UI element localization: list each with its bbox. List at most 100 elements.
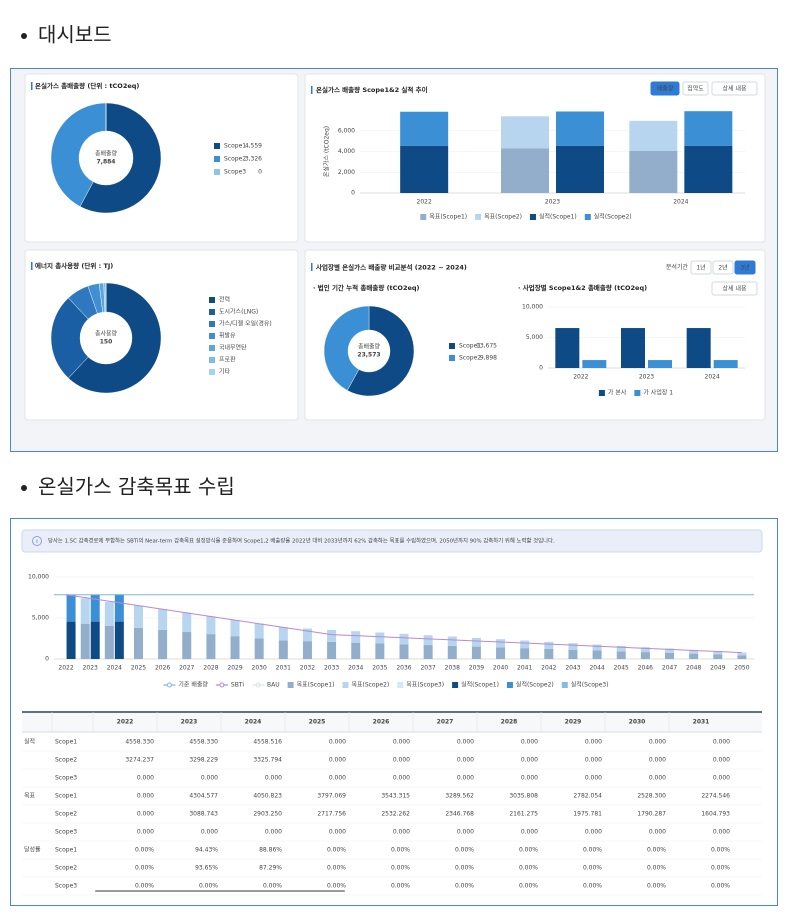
bar bbox=[423, 645, 433, 659]
legend-swatch bbox=[452, 682, 459, 688]
x-tick-label: 2023 bbox=[639, 374, 654, 381]
x-tick-label: 2040 bbox=[493, 665, 508, 672]
bar bbox=[556, 111, 604, 146]
x-tick-label: 2047 bbox=[662, 665, 677, 672]
legend-label: Scope1 bbox=[459, 343, 481, 350]
button-label[interactable]: 상세 내용 bbox=[723, 284, 747, 292]
bar bbox=[544, 648, 554, 659]
bar bbox=[582, 360, 607, 368]
legend-swatch bbox=[529, 214, 536, 220]
row-group: 실적 bbox=[24, 738, 35, 746]
bar bbox=[629, 150, 678, 193]
y-tick-label: 5,000 bbox=[526, 334, 543, 341]
legend-label: 기준 배출량 bbox=[178, 681, 208, 689]
row-scope: Scope3 bbox=[55, 883, 77, 890]
x-tick-label: 2039 bbox=[469, 665, 484, 672]
bar bbox=[629, 120, 678, 151]
bar bbox=[104, 625, 114, 659]
legend-swatch bbox=[397, 682, 404, 688]
bar bbox=[400, 111, 449, 146]
cell: 0.000 bbox=[457, 739, 474, 746]
x-tick-label: 2042 bbox=[541, 665, 556, 672]
x-tick-label: 2029 bbox=[227, 665, 242, 672]
legend-label: 실적(Scope1) bbox=[461, 681, 499, 689]
y-tick-label: 0 bbox=[351, 190, 355, 197]
cell: 0.00% bbox=[455, 847, 474, 854]
cell: 3289.562 bbox=[445, 793, 474, 800]
button-label[interactable]: 3년 bbox=[740, 263, 749, 271]
cell: 1604.793 bbox=[701, 811, 730, 818]
title-marker bbox=[31, 82, 33, 90]
x-tick-label: 2050 bbox=[734, 665, 749, 672]
cell: 0.00% bbox=[327, 847, 346, 854]
x-tick-label: 2023 bbox=[83, 665, 98, 672]
bar bbox=[254, 638, 264, 659]
bar bbox=[686, 328, 711, 368]
cell: 0.000 bbox=[265, 775, 282, 782]
cell: 0.00% bbox=[135, 865, 154, 872]
legend-swatch bbox=[449, 343, 455, 349]
x-tick-label: 2022 bbox=[417, 199, 432, 206]
cell: 3274.237 bbox=[125, 757, 154, 764]
button[interactable] bbox=[650, 81, 680, 96]
legend-swatch bbox=[287, 682, 294, 688]
legend-swatch bbox=[209, 369, 215, 375]
cell: 2346.768 bbox=[445, 811, 474, 818]
button[interactable] bbox=[712, 260, 734, 275]
y-tick-label: 10,000 bbox=[28, 574, 49, 581]
y-tick-label: 10,000 bbox=[522, 304, 543, 311]
cell: 3543.315 bbox=[381, 793, 410, 800]
cell: 3298.229 bbox=[189, 757, 218, 764]
button[interactable] bbox=[682, 81, 709, 96]
cell: 0.00% bbox=[519, 883, 538, 890]
x-tick-label: 2030 bbox=[252, 665, 267, 672]
cell: 0.00% bbox=[647, 865, 666, 872]
button-label[interactable]: 1년 bbox=[696, 263, 705, 271]
button[interactable] bbox=[711, 81, 758, 96]
cell: 2903.250 bbox=[253, 811, 282, 818]
bar bbox=[158, 629, 168, 659]
section-title: 대시보드 bbox=[38, 23, 112, 47]
row-group: 달성률 bbox=[24, 846, 41, 854]
x-tick-label: 2028 bbox=[203, 665, 218, 672]
bar bbox=[114, 621, 124, 659]
cell: 0.000 bbox=[329, 739, 346, 746]
cell: 0.000 bbox=[521, 829, 538, 836]
bar bbox=[399, 644, 409, 659]
bar bbox=[133, 605, 143, 628]
cell: 0.000 bbox=[713, 829, 730, 836]
bar bbox=[206, 616, 216, 635]
legend-label: 목표(Scope3) bbox=[406, 682, 444, 689]
cell: 88.86% bbox=[259, 847, 282, 854]
button-label[interactable]: 배출량 bbox=[657, 84, 674, 92]
cell: 4558.330 bbox=[125, 739, 154, 746]
scrollbar[interactable] bbox=[95, 890, 345, 892]
cell: 0.000 bbox=[521, 775, 538, 782]
cell: 94.43% bbox=[195, 847, 218, 854]
button[interactable] bbox=[690, 260, 712, 275]
row-scope: Scope3 bbox=[55, 775, 77, 782]
cell: 0.000 bbox=[201, 829, 218, 836]
chart-title: · 사업장별 Scope1&2 총배출량 (tCO2eq) bbox=[518, 283, 647, 292]
button-label[interactable]: 상세 내용 bbox=[723, 84, 747, 92]
center-label: 총배출량 bbox=[358, 343, 381, 351]
button-label[interactable]: 2년 bbox=[718, 263, 727, 271]
button-label[interactable]: 집약도 bbox=[687, 84, 704, 92]
x-tick-label: 2022 bbox=[573, 374, 588, 381]
bar bbox=[544, 641, 554, 649]
cell: 0.00% bbox=[391, 865, 410, 872]
button[interactable] bbox=[711, 281, 758, 296]
y-tick-label: 5,000 bbox=[32, 615, 49, 622]
legend: 가 본사 가 사업장 1 bbox=[598, 389, 673, 397]
cell: 0.00% bbox=[647, 847, 666, 854]
button[interactable] bbox=[734, 260, 756, 275]
cell: 0.000 bbox=[585, 757, 602, 764]
bar bbox=[302, 628, 312, 642]
column-header: 2024 bbox=[245, 719, 262, 726]
bar bbox=[351, 631, 361, 643]
x-tick-label: 2027 bbox=[179, 665, 194, 672]
legend-label: 가 사업장 1 bbox=[643, 389, 673, 397]
cell: 4558.516 bbox=[253, 739, 282, 746]
cell: 0.00% bbox=[711, 883, 730, 890]
legend-swatch bbox=[209, 333, 215, 339]
